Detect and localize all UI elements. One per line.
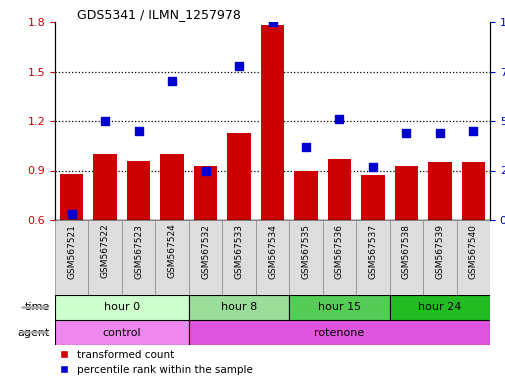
Bar [127, 161, 150, 220]
Bar [260, 25, 284, 220]
FancyBboxPatch shape [122, 220, 155, 295]
FancyBboxPatch shape [389, 295, 489, 320]
Text: hour 15: hour 15 [317, 303, 360, 313]
Bar [361, 175, 384, 220]
Point [401, 130, 410, 136]
FancyBboxPatch shape [456, 220, 489, 295]
Text: hour 24: hour 24 [417, 303, 461, 313]
Point [268, 19, 276, 25]
FancyBboxPatch shape [55, 295, 188, 320]
Bar [461, 162, 484, 220]
Text: GSM567534: GSM567534 [268, 224, 276, 279]
FancyBboxPatch shape [188, 220, 222, 295]
Point [468, 128, 476, 134]
Point [435, 130, 443, 136]
Text: GSM567537: GSM567537 [368, 224, 377, 279]
Point [134, 128, 142, 134]
Text: GSM567540: GSM567540 [468, 224, 477, 279]
Bar [294, 170, 317, 220]
Bar [160, 154, 183, 220]
Point [368, 164, 376, 170]
Text: GSM567538: GSM567538 [401, 224, 410, 279]
Bar [193, 166, 217, 220]
Point [101, 118, 109, 124]
FancyBboxPatch shape [188, 295, 289, 320]
FancyBboxPatch shape [188, 320, 489, 345]
Bar [427, 162, 450, 220]
FancyBboxPatch shape [55, 220, 88, 295]
FancyBboxPatch shape [289, 295, 389, 320]
Bar [394, 166, 417, 220]
FancyBboxPatch shape [322, 220, 356, 295]
Text: GSM567522: GSM567522 [100, 224, 110, 278]
Point [335, 116, 343, 122]
FancyBboxPatch shape [88, 220, 122, 295]
FancyBboxPatch shape [155, 220, 188, 295]
Text: GSM567533: GSM567533 [234, 224, 243, 279]
Text: GSM567536: GSM567536 [334, 224, 343, 279]
Text: GSM567532: GSM567532 [200, 224, 210, 279]
FancyBboxPatch shape [289, 220, 322, 295]
FancyBboxPatch shape [389, 220, 422, 295]
FancyBboxPatch shape [255, 220, 289, 295]
Text: GSM567521: GSM567521 [67, 224, 76, 279]
Text: agent: agent [18, 328, 50, 338]
Point [234, 63, 242, 69]
Text: GSM567539: GSM567539 [434, 224, 443, 279]
Text: GSM567524: GSM567524 [167, 224, 176, 278]
Text: GSM567523: GSM567523 [134, 224, 143, 279]
Bar [227, 132, 250, 220]
Legend: transformed count, percentile rank within the sample: transformed count, percentile rank withi… [60, 350, 252, 375]
Text: hour 0: hour 0 [104, 303, 140, 313]
Text: control: control [103, 328, 141, 338]
FancyBboxPatch shape [356, 220, 389, 295]
Text: GSM567535: GSM567535 [301, 224, 310, 279]
Point [201, 167, 209, 174]
FancyBboxPatch shape [55, 320, 188, 345]
Text: hour 8: hour 8 [221, 303, 257, 313]
FancyBboxPatch shape [422, 220, 456, 295]
FancyBboxPatch shape [222, 220, 255, 295]
Bar [327, 159, 350, 220]
Bar [93, 154, 117, 220]
Point [168, 78, 176, 84]
Text: GDS5341 / ILMN_1257978: GDS5341 / ILMN_1257978 [77, 8, 240, 21]
Text: time: time [25, 303, 50, 313]
Text: rotenone: rotenone [314, 328, 364, 338]
Point [68, 211, 76, 217]
Bar [60, 174, 83, 220]
Point [301, 144, 310, 150]
